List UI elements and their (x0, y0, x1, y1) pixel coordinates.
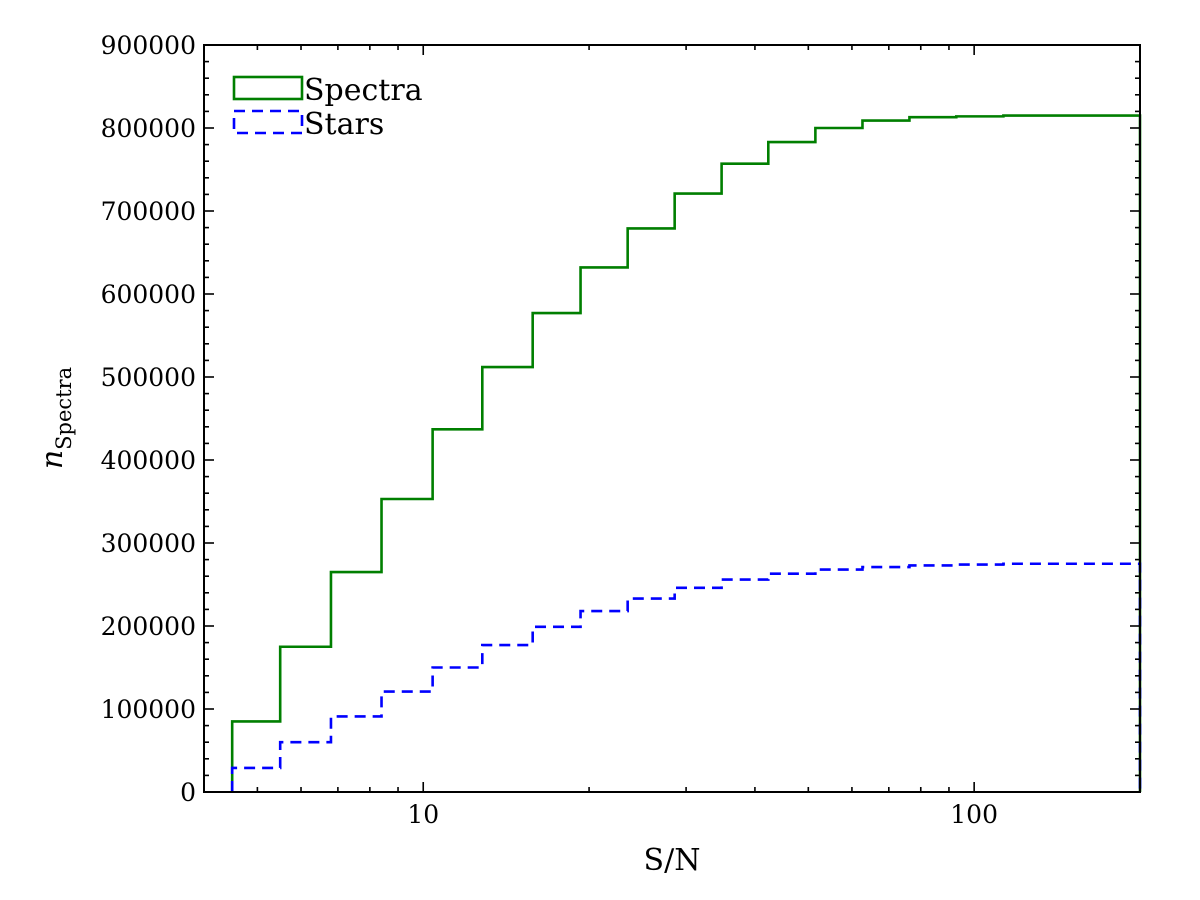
series-layer (230, 114, 1142, 792)
y-tick-label: 200000 (101, 612, 196, 641)
y-tick-label: 0 (180, 778, 196, 807)
plot-frame (203, 44, 1141, 793)
legend-swatch-spectra (232, 75, 304, 101)
x-tick-label: 100 (950, 800, 998, 829)
legend-label-spectra: Spectra (304, 73, 423, 108)
plot-background (204, 45, 1140, 792)
legend-swatch-stars (232, 109, 304, 135)
svg-text:nSpectra: nSpectra (35, 367, 76, 469)
y-axis-title-subscript: Spectra (52, 367, 76, 450)
y-axis-title: nSpectra (35, 367, 76, 469)
y-tick-label: 800000 (101, 114, 196, 143)
x-tick-label: 10 (407, 800, 439, 829)
y-tick-label: 100000 (101, 695, 196, 724)
y-tick-label: 500000 (101, 363, 196, 392)
legend-label-stars: Stars (304, 107, 384, 142)
y-tick-label: 400000 (101, 446, 196, 475)
y-tick-label: 700000 (101, 197, 196, 226)
x-axis-title: S/N (644, 843, 701, 878)
y-tick-label: 300000 (101, 529, 196, 558)
y-tick-label: 600000 (101, 280, 196, 309)
tick-labels: 0 100000 200000 300000 400000 500000 600000 700… (101, 31, 998, 829)
y-axis-title-main: n (35, 450, 70, 469)
y-tick-label: 900000 (101, 31, 196, 60)
series-line-spectra (230, 114, 1142, 792)
